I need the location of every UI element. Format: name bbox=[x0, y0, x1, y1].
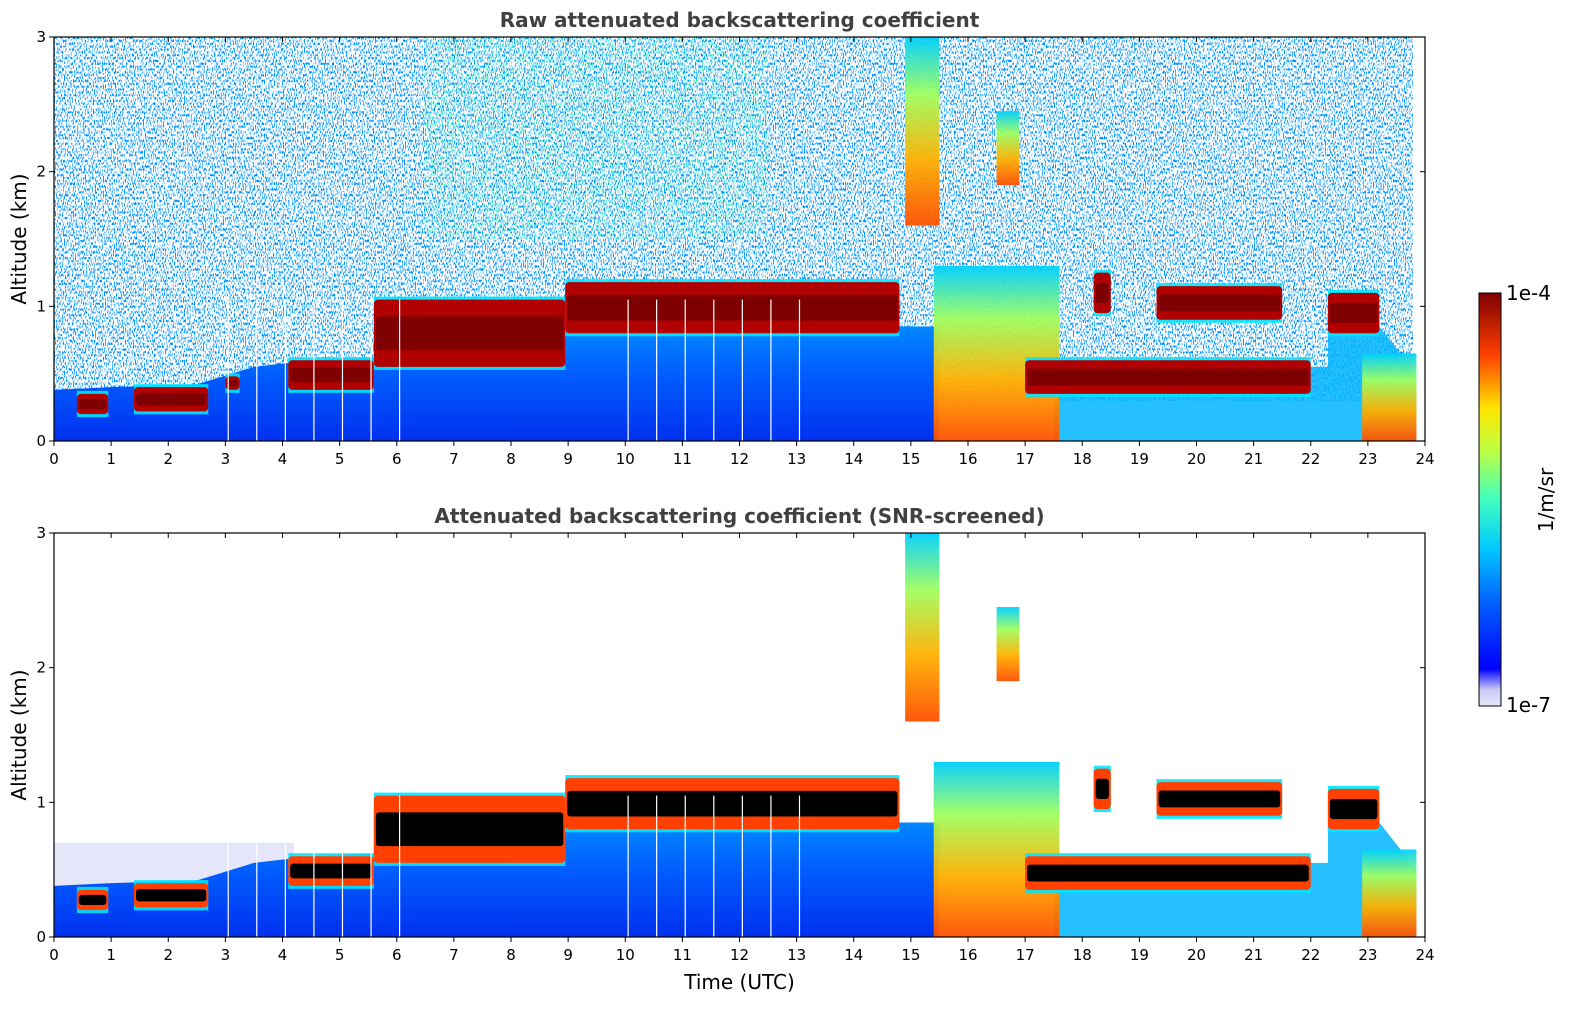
cloud-core bbox=[290, 863, 372, 879]
x-tick-label: 23 bbox=[1358, 946, 1377, 964]
colorbar: 1e-4 1e-7 1/m/sr bbox=[1478, 281, 1558, 717]
x-tick-label: 12 bbox=[730, 946, 749, 964]
y-tick-label: 1 bbox=[36, 793, 46, 811]
x-tick-label: 18 bbox=[1073, 946, 1092, 964]
precipitation bbox=[996, 607, 1020, 682]
x-tick-label: 15 bbox=[901, 450, 920, 468]
precipitation bbox=[905, 37, 940, 226]
x-tick-label: 23 bbox=[1358, 450, 1377, 468]
cloud-core bbox=[567, 294, 898, 321]
y-tick-label: 1 bbox=[36, 297, 46, 315]
cloud-core bbox=[1027, 864, 1309, 882]
x-tick-label: 0 bbox=[49, 946, 59, 964]
x-tick-label: 22 bbox=[1301, 946, 1320, 964]
x-tick-label: 5 bbox=[335, 450, 345, 468]
colorbar-unit-label: 1/m/sr bbox=[1534, 467, 1558, 532]
cloud-core bbox=[567, 790, 898, 817]
x-tick-label: 13 bbox=[787, 946, 806, 964]
x-tick-label: 20 bbox=[1187, 946, 1206, 964]
y-tick-label: 2 bbox=[36, 163, 46, 181]
chart-title: Raw attenuated backscattering coefficien… bbox=[500, 8, 980, 32]
x-tick-label: 14 bbox=[844, 946, 863, 964]
x-tick-label: 20 bbox=[1187, 450, 1206, 468]
x-tick-label: 8 bbox=[506, 450, 516, 468]
x-tick-label: 17 bbox=[1016, 450, 1035, 468]
y-axis-label: Altitude (km) bbox=[7, 173, 31, 304]
x-axis-label: Time (UTC) bbox=[683, 970, 795, 994]
x-tick-label: 16 bbox=[958, 946, 977, 964]
x-tick-label: 1 bbox=[106, 450, 116, 468]
x-tick-label: 6 bbox=[392, 946, 402, 964]
top-panel: 0 1 2 3 4 5 6 7 8 9 10 11 12 13 14 15 16 17 18 19 20 21 22 23 24… bbox=[7, 8, 1435, 468]
precipitation bbox=[933, 761, 1060, 937]
x-tick-label: 2 bbox=[163, 946, 173, 964]
cloud-core bbox=[1095, 778, 1109, 799]
cloud-core bbox=[375, 812, 564, 847]
precipitation bbox=[933, 265, 1060, 441]
cloud-core bbox=[1329, 798, 1378, 820]
precipitation bbox=[996, 111, 1020, 186]
cloud-core bbox=[375, 316, 564, 351]
cloud-core bbox=[1027, 368, 1309, 386]
y-tick-label: 0 bbox=[36, 432, 46, 450]
x-tick-label: 19 bbox=[1130, 946, 1149, 964]
x-tick-label: 17 bbox=[1016, 946, 1035, 964]
x-tick-label: 21 bbox=[1244, 946, 1263, 964]
x-tick-label: 2 bbox=[163, 450, 173, 468]
precipitation bbox=[1362, 353, 1417, 441]
cloud-core bbox=[78, 398, 107, 410]
x-tick-label: 24 bbox=[1415, 946, 1434, 964]
x-tick-label: 6 bbox=[392, 450, 402, 468]
x-tick-label: 15 bbox=[901, 946, 920, 964]
x-tick-label: 16 bbox=[958, 450, 977, 468]
y-tick-label: 2 bbox=[36, 659, 46, 677]
x-tick-label: 3 bbox=[221, 946, 231, 964]
cloud-core bbox=[135, 889, 207, 902]
noise-field-green bbox=[424, 37, 767, 239]
cloud-core bbox=[290, 367, 372, 383]
x-tick-label: 24 bbox=[1415, 450, 1434, 468]
x-tick-label: 22 bbox=[1301, 450, 1320, 468]
y-axis-label: Altitude (km) bbox=[7, 669, 31, 800]
x-tick-label: 4 bbox=[278, 450, 288, 468]
chart-title: Attenuated backscattering coefficient (S… bbox=[434, 504, 1044, 528]
x-tick-label: 19 bbox=[1130, 450, 1149, 468]
cloud-core bbox=[135, 393, 207, 406]
x-tick-label: 11 bbox=[673, 450, 692, 468]
x-tick-label: 1 bbox=[106, 946, 116, 964]
colorbar-gradient bbox=[1478, 292, 1502, 707]
precipitation bbox=[905, 533, 940, 722]
x-tick-label: 3 bbox=[221, 450, 231, 468]
x-tick-label: 9 bbox=[563, 450, 573, 468]
cloud-core bbox=[78, 894, 107, 906]
x-tick-label: 10 bbox=[616, 946, 635, 964]
x-tick-label: 12 bbox=[730, 450, 749, 468]
x-tick-label: 8 bbox=[506, 946, 516, 964]
x-tick-label: 5 bbox=[335, 946, 345, 964]
bottom-panel: 0 1 2 3 4 5 6 7 8 9 10 11 12 13 14 15 16 17 18 19 20 21 22 23 24… bbox=[7, 504, 1435, 994]
x-tick-label: 14 bbox=[844, 450, 863, 468]
x-tick-label: 11 bbox=[673, 946, 692, 964]
y-tick-label: 3 bbox=[36, 524, 46, 542]
cloud-core bbox=[1158, 790, 1281, 808]
cloud-core bbox=[227, 379, 238, 387]
x-tick-label: 13 bbox=[787, 450, 806, 468]
x-tick-label: 10 bbox=[616, 450, 635, 468]
x-tick-label: 4 bbox=[278, 946, 288, 964]
y-tick-label: 0 bbox=[36, 928, 46, 946]
precipitation bbox=[1362, 849, 1417, 937]
x-tick-label: 21 bbox=[1244, 450, 1263, 468]
y-tick-label: 3 bbox=[36, 28, 46, 46]
colorbar-max-label: 1e-4 bbox=[1506, 281, 1551, 305]
x-tick-label: 0 bbox=[49, 450, 59, 468]
x-tick-label: 9 bbox=[563, 946, 573, 964]
cloud-core bbox=[1095, 282, 1109, 303]
x-tick-label: 7 bbox=[449, 450, 459, 468]
cloud-core bbox=[1158, 294, 1281, 312]
cloud-core bbox=[1329, 302, 1378, 324]
x-tick-label: 18 bbox=[1073, 450, 1092, 468]
colorbar-min-label: 1e-7 bbox=[1506, 693, 1551, 717]
x-tick-label: 7 bbox=[449, 946, 459, 964]
